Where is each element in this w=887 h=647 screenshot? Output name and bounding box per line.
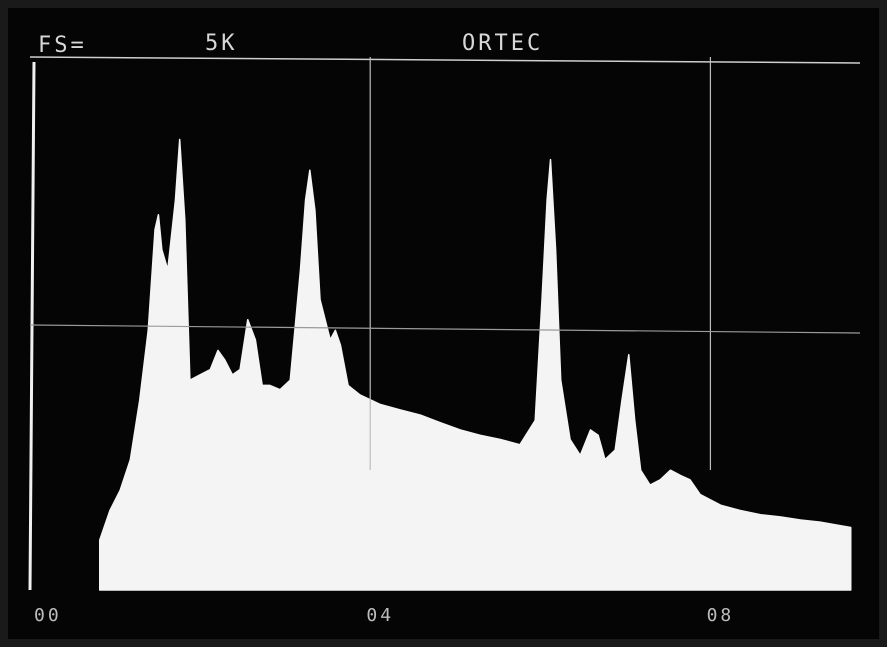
full-scale-label: FS= [38,33,87,58]
x-tick-label: 08 [707,605,735,626]
screen: FS= 5K ORTEC 00 04 08 [0,0,887,647]
x-tick-label: 00 [34,605,62,626]
full-scale-value: 5K [205,31,238,56]
page: {"chart_data": { "type": "area", "texts"… [0,0,887,647]
x-tick-label: 04 [366,605,394,626]
brand-label: ORTEC [462,31,543,56]
